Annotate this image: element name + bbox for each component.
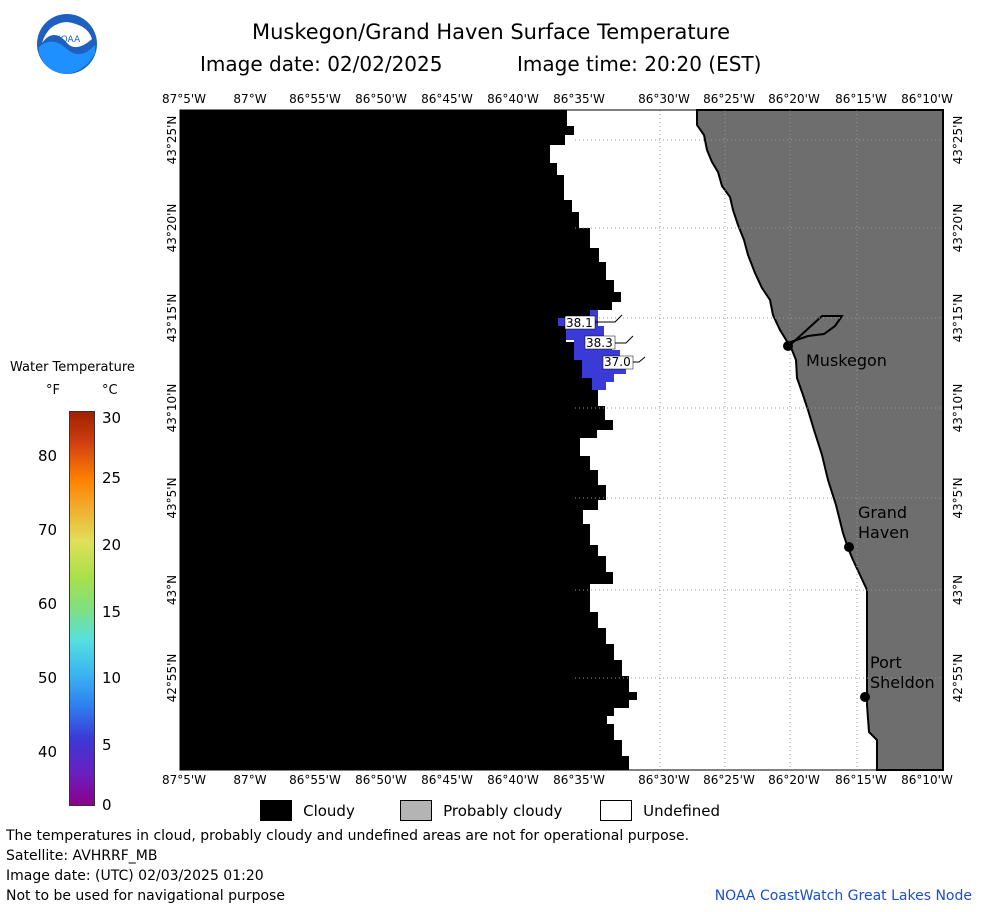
navigation-warning: Not to be used for navigational purpose [6, 888, 285, 904]
credit-link[interactable]: NOAA CoastWatch Great Lakes Node [714, 888, 972, 904]
temperature-label: 38.3 [586, 336, 613, 350]
longitude-label: 86°50'W [355, 92, 407, 106]
noaa-logo: NOAA [36, 13, 98, 75]
city-marker-icon [844, 542, 854, 552]
colorbar-c-tick: 15 [102, 603, 122, 621]
longitude-label: 86°30'W [638, 92, 690, 106]
city-label: Haven [858, 523, 909, 542]
colorbar-c-tick: 20 [102, 536, 122, 554]
legend-item-cloudy: Cloudy [260, 800, 355, 821]
longitude-label: 87°5'W [161, 92, 207, 106]
legend-swatch-undefined [600, 800, 632, 821]
longitude-label: 86°30'W [638, 773, 690, 787]
colorbar-f-tick: 50 [38, 669, 58, 687]
colorbar-unit-c: °C [102, 383, 118, 398]
satellite-text: Satellite: AVHRRF_MB [6, 848, 158, 864]
latitude-label: 43°20'N [951, 203, 965, 253]
longitude-label: 87°5'W [161, 773, 207, 787]
latitude-label: 42°55'N [165, 653, 179, 703]
colorbar-c-tick: 10 [102, 669, 122, 687]
logo-text: NOAA [54, 35, 81, 45]
longitude-label: 86°50'W [355, 773, 407, 787]
longitude-label: 86°15'W [835, 773, 887, 787]
image-date: Image date: 02/02/2025 [200, 52, 443, 76]
colorbar-c-tick: 30 [102, 409, 122, 427]
latitude-label: 43°5'N [951, 477, 965, 519]
longitude-label: 86°20'W [768, 92, 820, 106]
longitude-label: 86°40'W [487, 92, 539, 106]
legend-swatch-probably-cloudy [400, 800, 432, 821]
latitude-label: 43°5'N [165, 477, 179, 519]
longitude-label: 86°40'W [487, 773, 539, 787]
city-label: Grand [858, 503, 907, 522]
colorbar-c-tick: 0 [102, 796, 112, 814]
legend-label: Probably cloudy [443, 801, 563, 820]
colorbar-c-tick: 25 [102, 469, 122, 487]
city-label: Muskegon [806, 351, 887, 370]
colorbar-f-tick: 70 [38, 521, 58, 539]
latitude-label: 43°10'N [165, 383, 179, 433]
legend-label: Undefined [643, 801, 721, 820]
longitude-label: 86°25'W [703, 92, 755, 106]
land-area [696, 109, 944, 771]
noaa-logo-icon: NOAA [37, 14, 97, 74]
longitude-label: 86°45'W [421, 92, 473, 106]
colorbar-f-tick: 40 [38, 743, 58, 761]
city-marker-icon [860, 692, 870, 702]
legend-swatch-cloudy [260, 800, 292, 821]
city-port-sheldon: Port Sheldon [860, 653, 935, 702]
temperature-label: 37.0 [604, 355, 631, 369]
latitude-label: 43°15'N [951, 293, 965, 343]
longitude-label: 86°25'W [703, 773, 755, 787]
temperature-label-group: 38.1 38.3 37.0 [564, 314, 646, 370]
map-frame [179, 109, 944, 771]
longitude-label: 87°W [233, 773, 267, 787]
latitude-label: 43°15'N [165, 293, 179, 343]
longitude-label: 86°10'W [901, 92, 953, 106]
legend-item-probably-cloudy: Probably cloudy [400, 800, 562, 821]
longitude-label: 86°10'W [901, 773, 953, 787]
colorbar-f-tick: 60 [38, 595, 58, 613]
city-label: Sheldon [870, 673, 935, 692]
city-label: Port [870, 653, 902, 672]
colorbar-unit-f: °F [46, 383, 60, 398]
colorbar-c-tick: 5 [102, 736, 112, 754]
legend-label: Cloudy [303, 801, 355, 820]
longitude-label: 87°W [233, 92, 267, 106]
temperature-label: 38.1 [566, 316, 593, 330]
image-time: Image time: 20:20 (EST) [517, 52, 762, 76]
page-title: Muskegon/Grand Haven Surface Temperature [251, 20, 731, 44]
legend-item-undefined: Undefined [600, 800, 720, 821]
city-grand-haven: Grand Haven [844, 503, 909, 552]
colorbar-f-tick: 80 [38, 447, 58, 465]
latitude-label: 42°55'N [951, 653, 965, 703]
longitude-label: 86°15'W [835, 92, 887, 106]
longitude-label: 86°20'W [768, 773, 820, 787]
longitude-label: 86°55'W [289, 92, 341, 106]
latitude-label: 43°10'N [951, 383, 965, 433]
latitude-label: 43°25'N [951, 115, 965, 165]
graticule-grid [575, 110, 943, 770]
colorbar [69, 411, 95, 806]
cloudy-area [180, 110, 637, 770]
city-muskegon: Muskegon [783, 341, 887, 370]
colorbar-title: Water Temperature [10, 360, 135, 375]
longitude-label: 86°55'W [289, 773, 341, 787]
latitude-label: 43°25'N [165, 115, 179, 165]
disclaimer-text: The temperatures in cloud, probably clou… [6, 828, 690, 844]
temperature-water-area [558, 310, 626, 390]
longitude-label: 86°35'W [553, 92, 605, 106]
latitude-label: 43°20'N [165, 203, 179, 253]
city-marker-icon [783, 341, 793, 351]
longitude-label: 86°45'W [421, 773, 473, 787]
latitude-label: 43°N [165, 574, 179, 606]
longitude-label: 86°35'W [553, 773, 605, 787]
latitude-label: 43°N [951, 574, 965, 606]
utc-date-text: Image date: (UTC) 02/03/2025 01:20 [6, 868, 264, 884]
